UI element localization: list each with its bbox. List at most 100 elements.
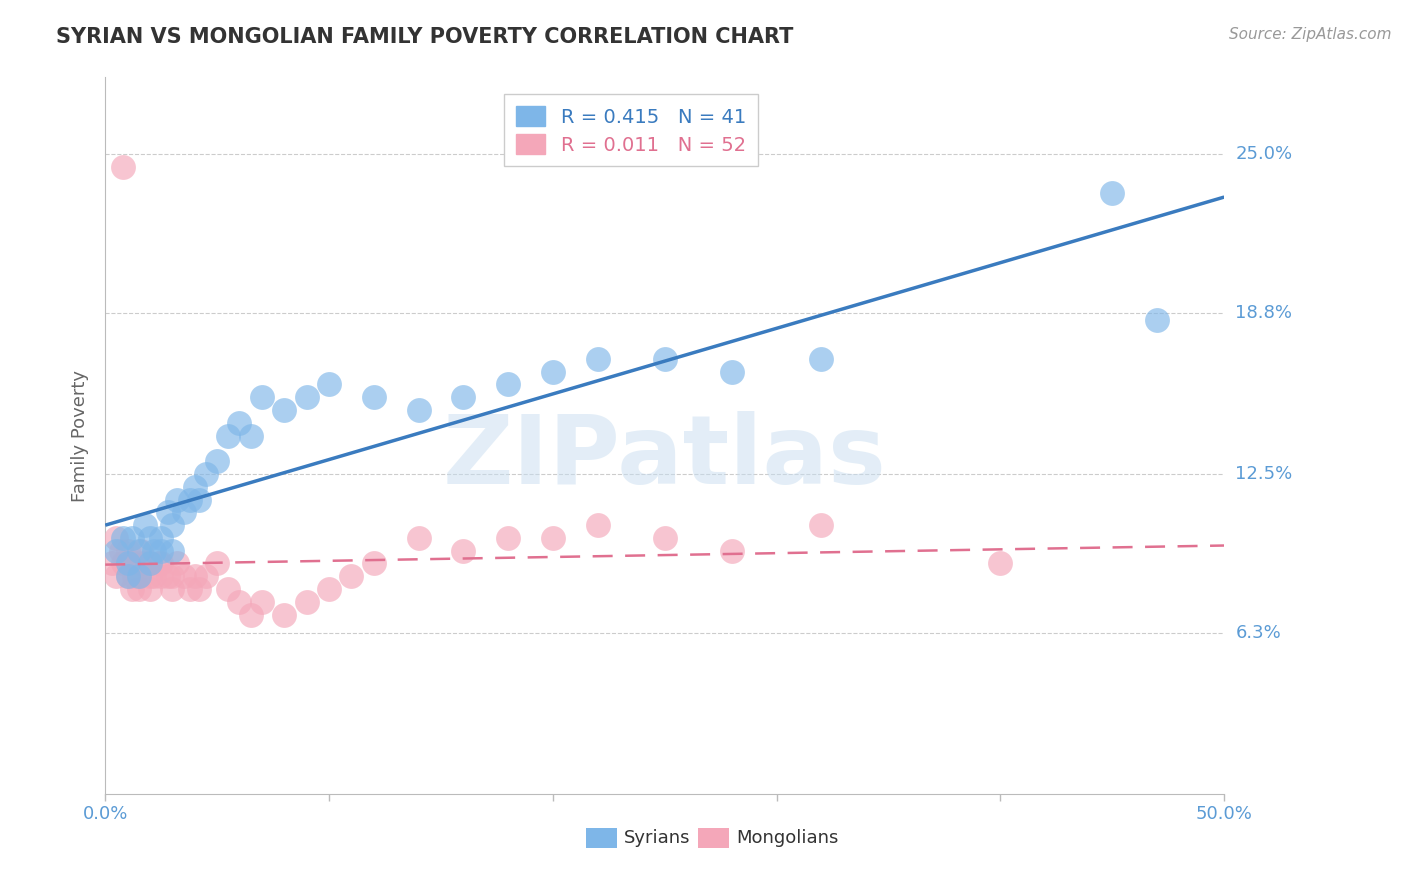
Point bbox=[179, 582, 201, 596]
Point bbox=[990, 557, 1012, 571]
Point bbox=[112, 531, 135, 545]
Point bbox=[453, 390, 475, 404]
Point bbox=[143, 569, 166, 583]
Point bbox=[810, 518, 832, 533]
Point bbox=[205, 454, 228, 468]
Point bbox=[156, 569, 179, 583]
Point bbox=[188, 582, 211, 596]
Point bbox=[117, 543, 139, 558]
Point bbox=[408, 531, 430, 545]
Point bbox=[134, 557, 156, 571]
Point bbox=[586, 351, 609, 366]
Point bbox=[166, 557, 188, 571]
Point bbox=[273, 403, 295, 417]
Point bbox=[129, 543, 152, 558]
Text: 6.3%: 6.3% bbox=[1236, 624, 1281, 641]
Point bbox=[173, 505, 195, 519]
Point bbox=[541, 365, 564, 379]
Point bbox=[184, 569, 207, 583]
Point bbox=[112, 160, 135, 174]
Point bbox=[143, 543, 166, 558]
Point bbox=[205, 557, 228, 571]
Legend: R = 0.415   N = 41, R = 0.011   N = 52: R = 0.415 N = 41, R = 0.011 N = 52 bbox=[505, 95, 758, 167]
Point bbox=[188, 492, 211, 507]
Text: Source: ZipAtlas.com: Source: ZipAtlas.com bbox=[1229, 27, 1392, 42]
Point bbox=[496, 377, 519, 392]
Point bbox=[453, 543, 475, 558]
Point bbox=[408, 403, 430, 417]
Point bbox=[105, 531, 128, 545]
Point bbox=[166, 492, 188, 507]
Point bbox=[128, 557, 150, 571]
Point bbox=[721, 543, 744, 558]
Point bbox=[173, 569, 195, 583]
Point bbox=[654, 351, 676, 366]
Point bbox=[1101, 186, 1123, 200]
Point bbox=[150, 531, 173, 545]
Point bbox=[128, 582, 150, 596]
Point bbox=[179, 492, 201, 507]
Point bbox=[162, 543, 184, 558]
Point bbox=[810, 351, 832, 366]
Point bbox=[162, 582, 184, 596]
Point bbox=[318, 582, 340, 596]
Point bbox=[117, 569, 139, 583]
Point bbox=[162, 518, 184, 533]
Text: Syrians: Syrians bbox=[624, 830, 690, 847]
Text: SYRIAN VS MONGOLIAN FAMILY POVERTY CORRELATION CHART: SYRIAN VS MONGOLIAN FAMILY POVERTY CORRE… bbox=[56, 27, 793, 46]
Point bbox=[110, 543, 132, 558]
Point bbox=[117, 557, 139, 571]
Point bbox=[150, 557, 173, 571]
Point bbox=[363, 390, 385, 404]
Point bbox=[139, 531, 162, 545]
Text: 12.5%: 12.5% bbox=[1236, 465, 1292, 483]
Point bbox=[117, 557, 139, 571]
Point bbox=[128, 569, 150, 583]
Point bbox=[194, 467, 217, 481]
Point bbox=[239, 428, 262, 442]
Point bbox=[273, 607, 295, 622]
Point bbox=[150, 569, 173, 583]
Point bbox=[139, 569, 162, 583]
Text: 18.8%: 18.8% bbox=[1236, 304, 1292, 322]
Point bbox=[318, 377, 340, 392]
Point bbox=[134, 518, 156, 533]
Point bbox=[250, 595, 273, 609]
Text: 25.0%: 25.0% bbox=[1236, 145, 1292, 163]
Point bbox=[340, 569, 363, 583]
Point bbox=[139, 557, 162, 571]
Point bbox=[112, 557, 135, 571]
Point bbox=[295, 390, 318, 404]
Point bbox=[654, 531, 676, 545]
Text: Mongolians: Mongolians bbox=[737, 830, 838, 847]
Point bbox=[117, 569, 139, 583]
Point bbox=[105, 543, 128, 558]
Text: ZIPatlas: ZIPatlas bbox=[443, 410, 887, 504]
Point bbox=[217, 582, 239, 596]
Point bbox=[228, 416, 250, 430]
Point bbox=[121, 557, 143, 571]
Point bbox=[101, 557, 124, 571]
Point bbox=[128, 543, 150, 558]
Point bbox=[239, 607, 262, 622]
Point bbox=[139, 557, 162, 571]
Point bbox=[162, 569, 184, 583]
Point bbox=[228, 595, 250, 609]
Point bbox=[363, 557, 385, 571]
Point bbox=[721, 365, 744, 379]
Point bbox=[217, 428, 239, 442]
Point bbox=[250, 390, 273, 404]
Point bbox=[586, 518, 609, 533]
Point bbox=[156, 505, 179, 519]
Point bbox=[128, 569, 150, 583]
Point bbox=[541, 531, 564, 545]
Point bbox=[194, 569, 217, 583]
Point bbox=[121, 582, 143, 596]
Point bbox=[124, 569, 146, 583]
Y-axis label: Family Poverty: Family Poverty bbox=[72, 369, 89, 501]
Point bbox=[148, 557, 170, 571]
Point bbox=[184, 480, 207, 494]
Point bbox=[139, 582, 162, 596]
Point bbox=[1146, 313, 1168, 327]
Point bbox=[496, 531, 519, 545]
